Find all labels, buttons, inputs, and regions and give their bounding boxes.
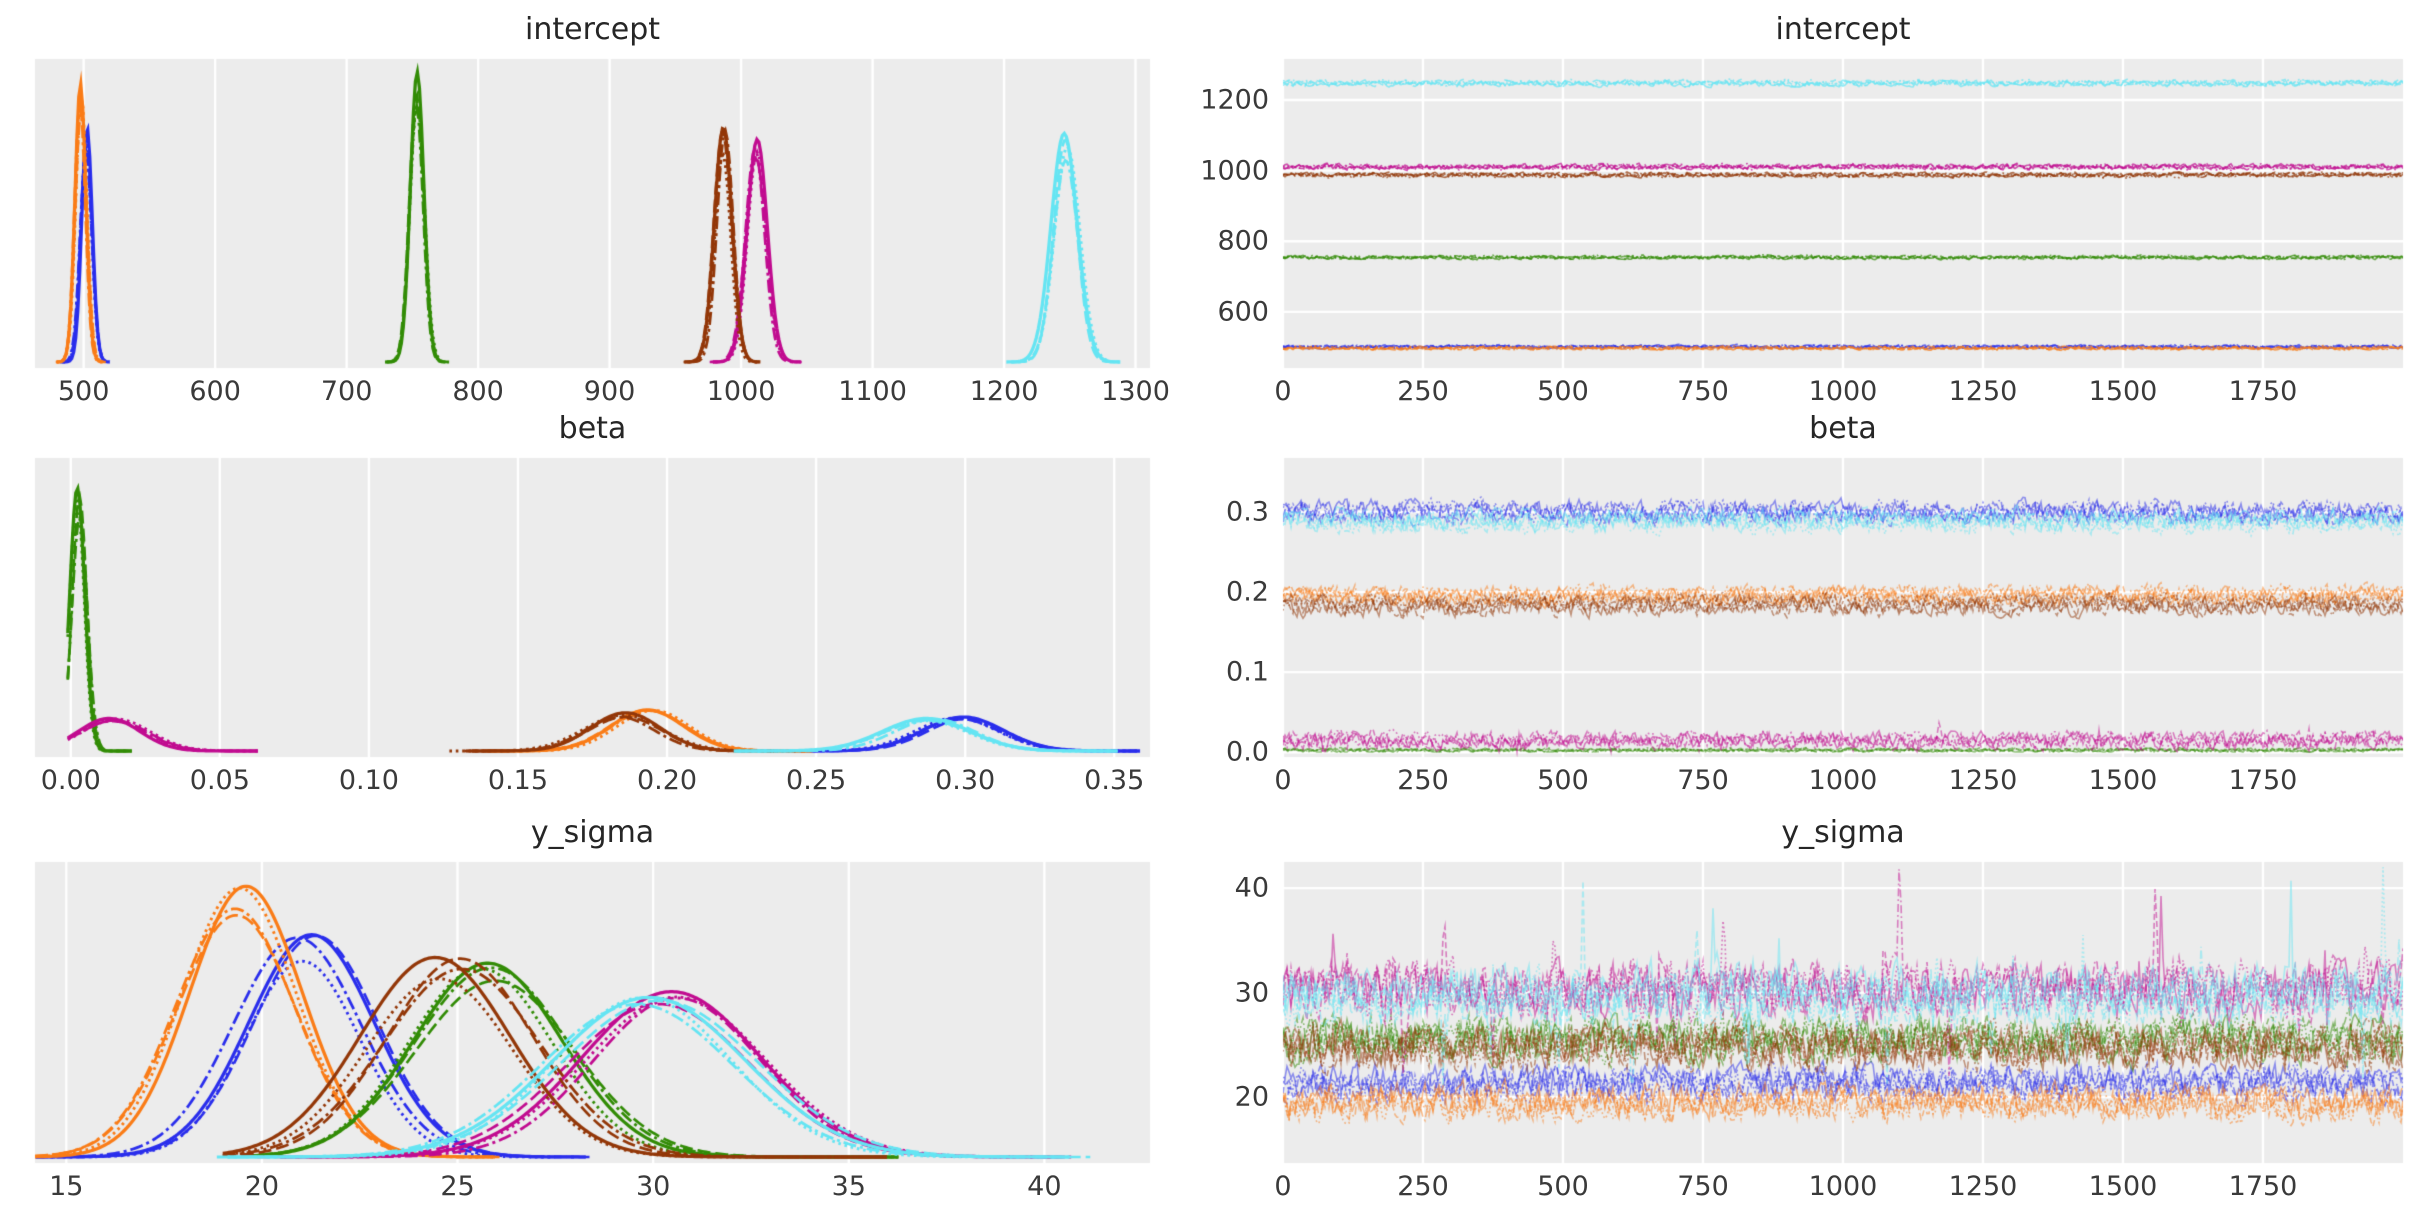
x-tick-label: 250 [1397, 376, 1449, 407]
x-tick-label: 900 [583, 376, 636, 407]
x-tick-label: 1300 [1101, 376, 1170, 407]
panel-title-y-sigma-kde: y_sigma [530, 815, 655, 850]
panel-beta-kde: beta [35, 411, 1150, 757]
x-tick-label: 500 [1537, 765, 1589, 796]
y-tick-label: 600 [1217, 296, 1269, 328]
y-tick-label: 30 [1234, 977, 1269, 1009]
x-tick-label: 1200 [969, 376, 1039, 407]
x-tick-label: 1000 [1808, 376, 1878, 407]
x-tick-label: 1000 [1808, 1171, 1878, 1202]
x-tick-label: 1250 [1948, 376, 2018, 407]
y-tick-label: 0.1 [1226, 656, 1269, 688]
x-tick-label: 30 [635, 1171, 671, 1202]
x-tick-label: 800 [452, 376, 504, 407]
x-tick-label: 20 [244, 1171, 280, 1202]
x-tick-label: 40 [1027, 1171, 1062, 1202]
x-tick-label: 1000 [1808, 765, 1878, 796]
x-tick-label: 35 [831, 1171, 866, 1202]
x-tick-label: 0.10 [338, 765, 399, 796]
x-tick-label: 1500 [2088, 376, 2158, 407]
x-tick-label: 1500 [2088, 1171, 2158, 1202]
x-tick-label: 0.30 [935, 765, 996, 796]
x-tick-label: 0.05 [189, 765, 250, 796]
x-tick-label: 25 [440, 1171, 475, 1202]
x-tick-label: 750 [1677, 1171, 1729, 1202]
x-tick-label: 0 [1274, 376, 1292, 407]
panel-intercept-trace: intercept [1283, 12, 2403, 368]
panel-y-sigma-trace: y_sigma [1283, 815, 2403, 1163]
x-tick-label: 15 [49, 1171, 84, 1202]
x-tick-label: 1500 [2088, 765, 2158, 796]
y-tick-label: 0.3 [1226, 496, 1269, 528]
panel-title-beta-trace: beta [1809, 411, 1877, 446]
x-tick-label: 0 [1274, 1171, 1292, 1202]
x-tick-label: 600 [189, 376, 241, 407]
x-tick-label: 0.35 [1084, 765, 1145, 796]
x-tick-label: 500 [57, 376, 110, 407]
y-tick-label: 1200 [1200, 84, 1269, 116]
y-tick-label: 800 [1217, 225, 1269, 257]
x-tick-label: 1750 [2228, 1171, 2298, 1202]
x-tick-label: 250 [1397, 765, 1449, 796]
panel-intercept-kde: intercept [35, 12, 1150, 368]
x-tick-label: 700 [320, 376, 373, 407]
x-tick-label: 1000 [706, 376, 776, 407]
x-tick-label: 1750 [2228, 765, 2298, 796]
x-tick-label: 0.00 [40, 765, 101, 796]
panel-beta-trace: beta [1283, 411, 2403, 757]
x-tick-label: 1250 [1948, 765, 2018, 796]
y-tick-label: 40 [1234, 872, 1269, 904]
panel-y-sigma-kde: y_sigma [35, 815, 1150, 1163]
y-tick-label: 0.0 [1226, 736, 1269, 768]
y-tick-label: 1000 [1200, 155, 1269, 187]
panel-title-y-sigma-trace: y_sigma [1781, 815, 1905, 850]
y-tick-label: 20 [1234, 1081, 1269, 1113]
x-tick-label: 750 [1677, 376, 1729, 407]
x-tick-label: 1100 [838, 376, 907, 407]
y-tick-label: 0.2 [1226, 576, 1269, 608]
x-tick-label: 0.15 [487, 765, 549, 796]
x-tick-label: 0 [1274, 765, 1292, 796]
panel-title-beta-kde: beta [558, 411, 627, 446]
x-tick-label: 1250 [1948, 1171, 2018, 1202]
x-tick-label: 750 [1677, 765, 1729, 796]
panel-title-intercept-trace: intercept [1775, 12, 1911, 47]
x-tick-label: 1750 [2228, 376, 2298, 407]
x-tick-label: 500 [1537, 376, 1589, 407]
x-tick-label: 0.20 [636, 765, 698, 796]
x-tick-label: 0.25 [786, 765, 847, 796]
x-tick-label: 500 [1537, 1171, 1589, 1202]
x-tick-label: 250 [1397, 1171, 1449, 1202]
panel-title-intercept-kde: intercept [525, 12, 660, 47]
